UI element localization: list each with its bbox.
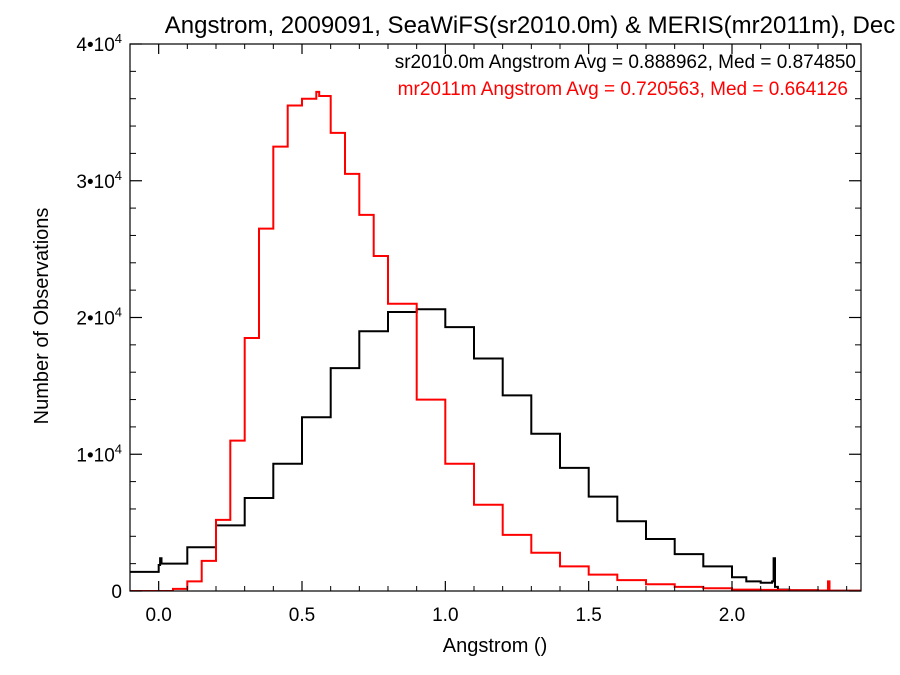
y-tick-label: 2•104	[76, 305, 122, 330]
x-tick-label: 0.5	[289, 605, 315, 626]
plot-frame	[129, 43, 862, 592]
legend-entry-mr2011: mr2011m Angstrom Avg = 0.720563, Med = 0…	[398, 79, 848, 100]
series-line-mr2011m	[130, 90, 861, 591]
y-tick-label: 1•104	[76, 441, 122, 466]
x-axis-label: Angstrom ()	[443, 635, 547, 657]
x-tick-label: 2.0	[719, 605, 745, 626]
x-tick-label: 1.0	[432, 605, 458, 626]
x-tick-label: 0.0	[145, 605, 171, 626]
chart-title: Angstrom, 2009091, SeaWiFS(sr2010.0m) & …	[165, 12, 895, 39]
y-axis-label: Number of Observations	[31, 208, 53, 425]
y-tick-label: 3•104	[76, 168, 122, 193]
legend-entry-sr2010: sr2010.0m Angstrom Avg = 0.888962, Med =…	[395, 52, 856, 73]
series-line-sr2010.0m	[130, 308, 861, 591]
y-tick-label: 0	[111, 582, 122, 603]
y-tick-label: 4•104	[76, 31, 122, 56]
x-tick-label: 1.5	[575, 605, 601, 626]
